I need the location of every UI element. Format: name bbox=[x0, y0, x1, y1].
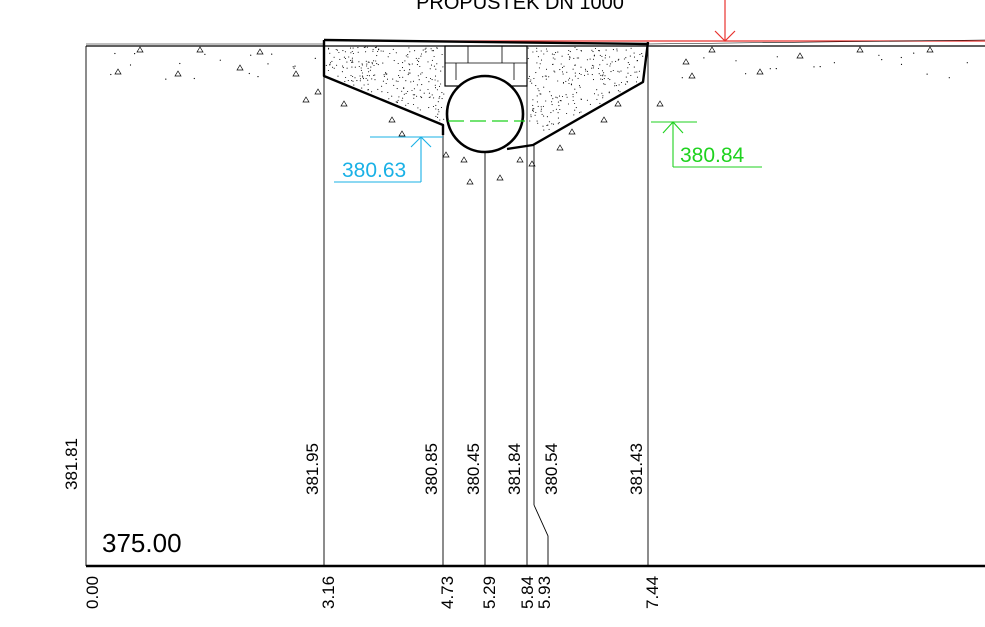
backfill-stipple bbox=[325, 46, 644, 131]
station-label-6: 7.44 bbox=[643, 576, 662, 609]
elevation-label-0: 381.81 bbox=[62, 438, 81, 490]
station-label-0: 0.00 bbox=[83, 576, 102, 609]
gravel-symbols bbox=[110, 46, 968, 185]
datum-label: 375.00 bbox=[102, 528, 182, 558]
pipe-circle bbox=[445, 74, 525, 154]
left-level-marker bbox=[334, 136, 443, 183]
right-level-marker bbox=[651, 121, 762, 168]
elevation-label-4: 381.84 bbox=[505, 443, 524, 495]
elevation-labels: 381.81 381.95 380.85 380.45 381.84 380.5… bbox=[62, 438, 646, 495]
station-label-2: 4.73 bbox=[438, 576, 457, 609]
elevation-label-6: 381.43 bbox=[627, 443, 646, 495]
elevation-label-3: 380.45 bbox=[464, 443, 483, 495]
culvert-title: PROPUSTEK DN 1000 bbox=[416, 0, 624, 14]
station-labels: 0.00 3.16 4.73 5.29 5.84 5.93 7.44 bbox=[83, 576, 662, 609]
station-lines bbox=[85, 40, 649, 566]
terrain-surface bbox=[86, 39, 985, 47]
elevation-label-2: 380.85 bbox=[422, 443, 441, 495]
right-level-label: 380.84 bbox=[680, 144, 745, 167]
station-label-1: 3.16 bbox=[319, 576, 338, 609]
station-label-5: 5.93 bbox=[535, 576, 554, 609]
left-level-label: 380.63 bbox=[342, 159, 406, 182]
station-label-4: 5.84 bbox=[518, 576, 537, 609]
elevation-label-5: 380.54 bbox=[542, 443, 561, 495]
station-label-3: 5.29 bbox=[480, 576, 499, 609]
elevation-label-1: 381.95 bbox=[303, 443, 322, 495]
